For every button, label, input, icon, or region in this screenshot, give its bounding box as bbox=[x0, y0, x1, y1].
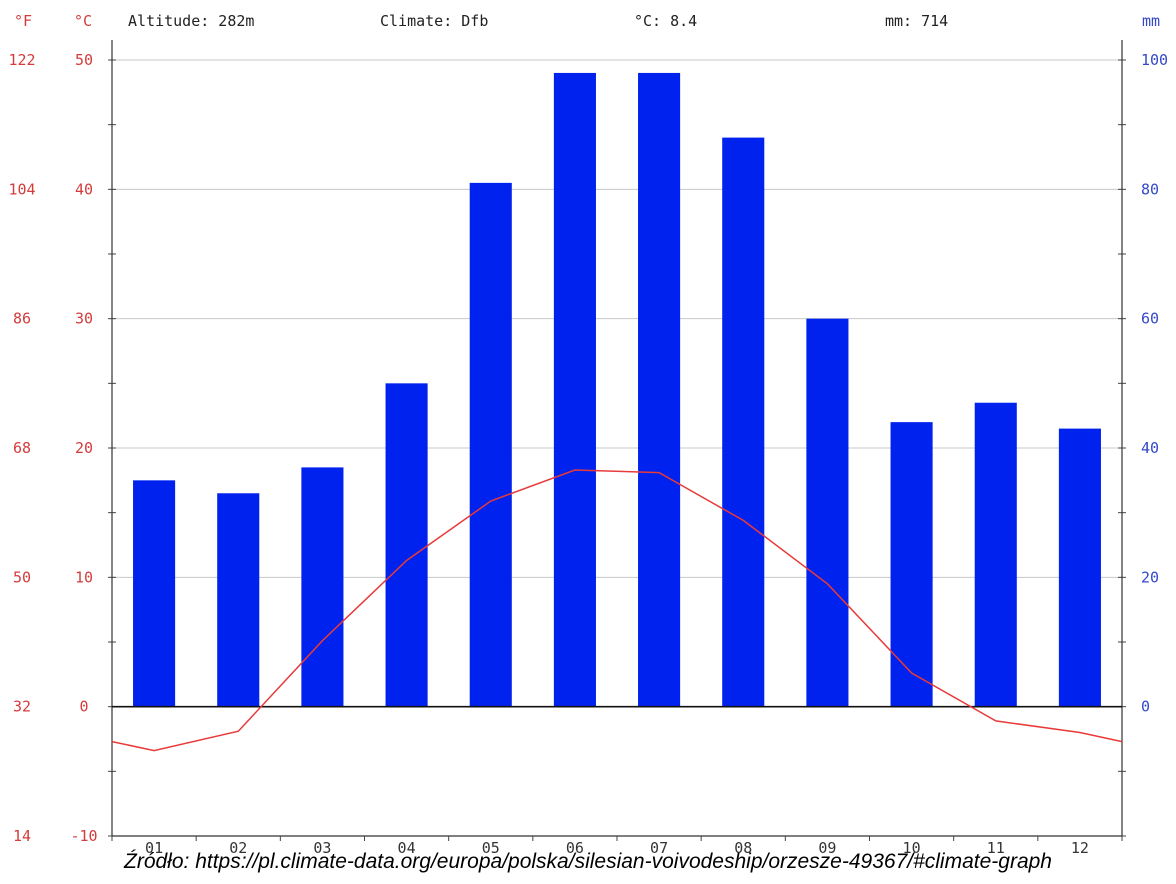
climate-label: Climate: Dfb bbox=[380, 12, 488, 30]
celsius-tick-label: 30 bbox=[75, 310, 93, 328]
precipitation-bar bbox=[722, 137, 765, 707]
month-label: 01 bbox=[145, 839, 163, 857]
month-label: 07 bbox=[650, 839, 668, 857]
annual-precip-label: mm: 714 bbox=[885, 12, 948, 30]
month-label: 04 bbox=[398, 839, 416, 857]
temperature-line bbox=[111, 469, 1123, 752]
month-label: 02 bbox=[229, 839, 247, 857]
mm-tick-label: 0 bbox=[1141, 698, 1150, 716]
mm-tick-label: 60 bbox=[1141, 310, 1159, 328]
precipitation-bar bbox=[553, 72, 596, 707]
precipitation-bar bbox=[385, 383, 428, 707]
fahrenheit-tick-label: 104 bbox=[8, 180, 35, 198]
precipitation-bars bbox=[133, 72, 1101, 707]
mm-tick-label: 100 bbox=[1141, 51, 1168, 69]
precipitation-bar bbox=[806, 318, 849, 707]
month-label: 09 bbox=[818, 839, 836, 857]
precipitation-bar bbox=[133, 480, 176, 707]
month-label: 11 bbox=[987, 839, 1005, 857]
precipitation-bar bbox=[974, 402, 1017, 707]
fahrenheit-tick-label: 50 bbox=[13, 568, 31, 586]
mm-unit-label: mm bbox=[1142, 12, 1160, 30]
fahrenheit-tick-label: 86 bbox=[13, 310, 31, 328]
precipitation-bar bbox=[638, 72, 681, 707]
precipitation-bar bbox=[1058, 428, 1101, 707]
mm-tick-label: 80 bbox=[1141, 180, 1159, 198]
temperature-line-group bbox=[111, 469, 1123, 752]
gridlines bbox=[112, 59, 1122, 578]
celsius-unit-label: °C bbox=[74, 12, 92, 30]
fahrenheit-unit-label: °F bbox=[14, 12, 32, 30]
mm-tick-label: 40 bbox=[1141, 439, 1159, 457]
celsius-tick-label: 10 bbox=[75, 568, 93, 586]
month-label: 05 bbox=[482, 839, 500, 857]
celsius-tick-label: 20 bbox=[75, 439, 93, 457]
fahrenheit-tick-label: 14 bbox=[13, 827, 31, 845]
month-label: 10 bbox=[903, 839, 921, 857]
celsius-tick-label: 40 bbox=[75, 180, 93, 198]
fahrenheit-tick-label: 68 bbox=[13, 439, 31, 457]
altitude-label: Altitude: 282m bbox=[128, 12, 254, 30]
month-label: 06 bbox=[566, 839, 584, 857]
axis-labels: 5012240104308620681050032-10141008060402… bbox=[8, 51, 1168, 857]
fahrenheit-tick-label: 32 bbox=[13, 698, 31, 716]
source-caption: Źródło: https://pl.climate-data.org/euro… bbox=[124, 850, 1052, 873]
precipitation-bar bbox=[469, 182, 512, 707]
mm-tick-label: 20 bbox=[1141, 568, 1159, 586]
celsius-tick-label: 0 bbox=[79, 698, 88, 716]
month-label: 08 bbox=[734, 839, 752, 857]
fahrenheit-tick-label: 122 bbox=[8, 51, 35, 69]
precipitation-bar bbox=[217, 493, 260, 707]
celsius-tick-label: -10 bbox=[70, 827, 97, 845]
month-label: 12 bbox=[1071, 839, 1089, 857]
axes bbox=[108, 40, 1126, 841]
precipitation-bar bbox=[301, 467, 344, 707]
month-label: 03 bbox=[313, 839, 331, 857]
precipitation-bar bbox=[890, 422, 933, 707]
celsius-tick-label: 50 bbox=[75, 51, 93, 69]
mean-temp-label: °C: 8.4 bbox=[634, 12, 697, 30]
